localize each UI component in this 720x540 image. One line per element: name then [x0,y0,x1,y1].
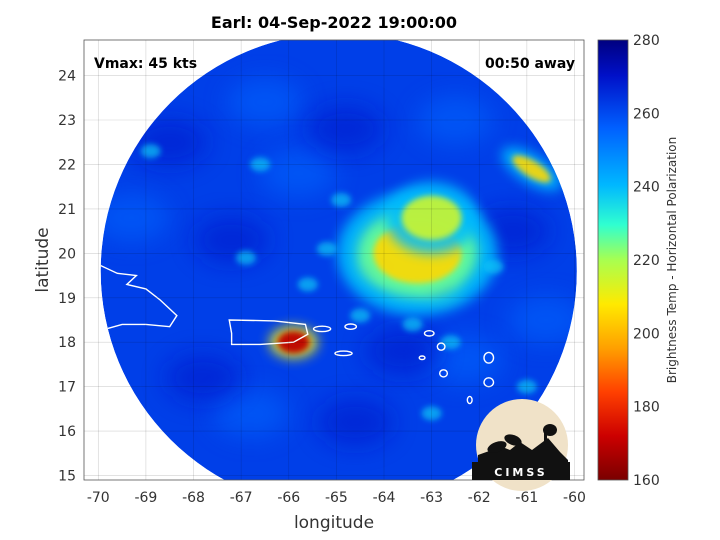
coast-puerto-rico [228,319,309,346]
x-tick-label: -63 [420,490,443,506]
y-axis-label: latitude [33,227,53,292]
y-tick-label: 16 [58,424,76,440]
vmax-annotation: Vmax: 45 kts [94,56,197,72]
field-texture-13 [365,327,442,376]
field-texture-2 [100,193,170,242]
colorbar-tick-label: 280 [633,33,660,49]
time-away-annotation: 00:50 away [485,56,575,72]
convective-cell-1 [250,157,271,172]
colorbar [597,39,629,481]
field-texture-3 [193,216,270,264]
colorbar-label: Brightness Temp - Horizontal Polarizatio… [665,137,679,384]
field-texture-8 [317,398,394,447]
convective-cell-10 [516,379,537,394]
y-tick-label: 17 [58,380,76,396]
y-tick-label: 20 [58,246,76,262]
convective-cell-4 [483,259,504,274]
convective-cell-6 [297,277,318,292]
convective-cell-9 [350,308,371,323]
colorbar-tick-labels: 160 180 200 220 240 260 280 [633,33,660,489]
coast-island-1 [334,350,353,357]
coast-island-11 [466,395,473,405]
colorbar-tick-label: 200 [633,326,660,342]
y-tick-label: 23 [58,113,76,129]
convective-cell-3 [402,317,423,332]
feature-layer [512,155,551,183]
coast-island-4 [436,342,446,351]
convective-cell-8 [140,144,161,159]
x-tick-label: -65 [325,490,348,506]
field-texture-1 [226,78,303,127]
y-tick-label: 18 [58,335,76,351]
x-tick-label: -60 [563,490,586,506]
plot-border [83,39,585,481]
x-axis-label: longitude [294,513,374,533]
feature-convection-north [385,181,478,254]
chart-title: Earl: 04-Sep-2022 19:00:00 [211,13,457,32]
coast-island-8 [483,377,495,388]
coast-island-5 [418,355,426,361]
field-texture-7 [212,389,289,438]
feature-layer [401,195,462,240]
convective-cell-7 [235,250,256,265]
x-tick-label: -64 [373,490,396,506]
coast-island-2 [344,323,358,331]
y-tick-label: 21 [58,202,76,218]
y-tick-label: 15 [58,469,76,485]
y-tick-label: 22 [58,157,76,173]
colorbar-tick-label: 260 [633,106,660,122]
colorbar-tick-label: 240 [633,180,660,196]
x-tick-labels: -70 -69 -68 -67 -66 -65 -64 -63 -62 -61 -60 [87,490,586,506]
cimss-logo: CIMSS [472,399,570,491]
x-tick-label: -69 [134,490,157,506]
coast-island-0 [312,325,332,333]
x-tick-label: -61 [515,490,538,506]
field-texture-10 [165,353,242,402]
colorbar-tick-label: 160 [633,473,660,489]
y-tick-label: 19 [58,291,76,307]
convective-cell-11 [421,406,442,421]
x-tick-label: -67 [230,490,253,506]
brightness-temp-swath [100,40,577,480]
convective-cell-2 [316,241,337,256]
coast-island-3 [423,329,435,337]
x-tick-label: -70 [87,490,110,506]
y-tick-labels: 15 16 17 18 19 20 21 22 23 24 [58,69,76,485]
x-tick-label: -62 [468,490,491,506]
colorbar-tick-label: 180 [633,400,660,416]
feature-northeast-band [501,147,562,191]
cimss-logo-text: CIMSS [494,466,547,479]
convective-cell-0 [331,193,352,207]
coast-island-6 [439,369,449,378]
convective-cell-5 [440,335,461,350]
colorbar-tick-label: 220 [633,253,660,269]
field-texture-5 [417,96,494,144]
y-tick-label: 24 [58,69,76,85]
x-tick-label: -68 [182,490,205,506]
coast-island-7 [483,351,495,364]
field-texture-12 [507,296,577,344]
field-texture-4 [260,149,337,198]
field-texture-11 [307,104,384,153]
x-tick-label: -66 [277,490,300,506]
